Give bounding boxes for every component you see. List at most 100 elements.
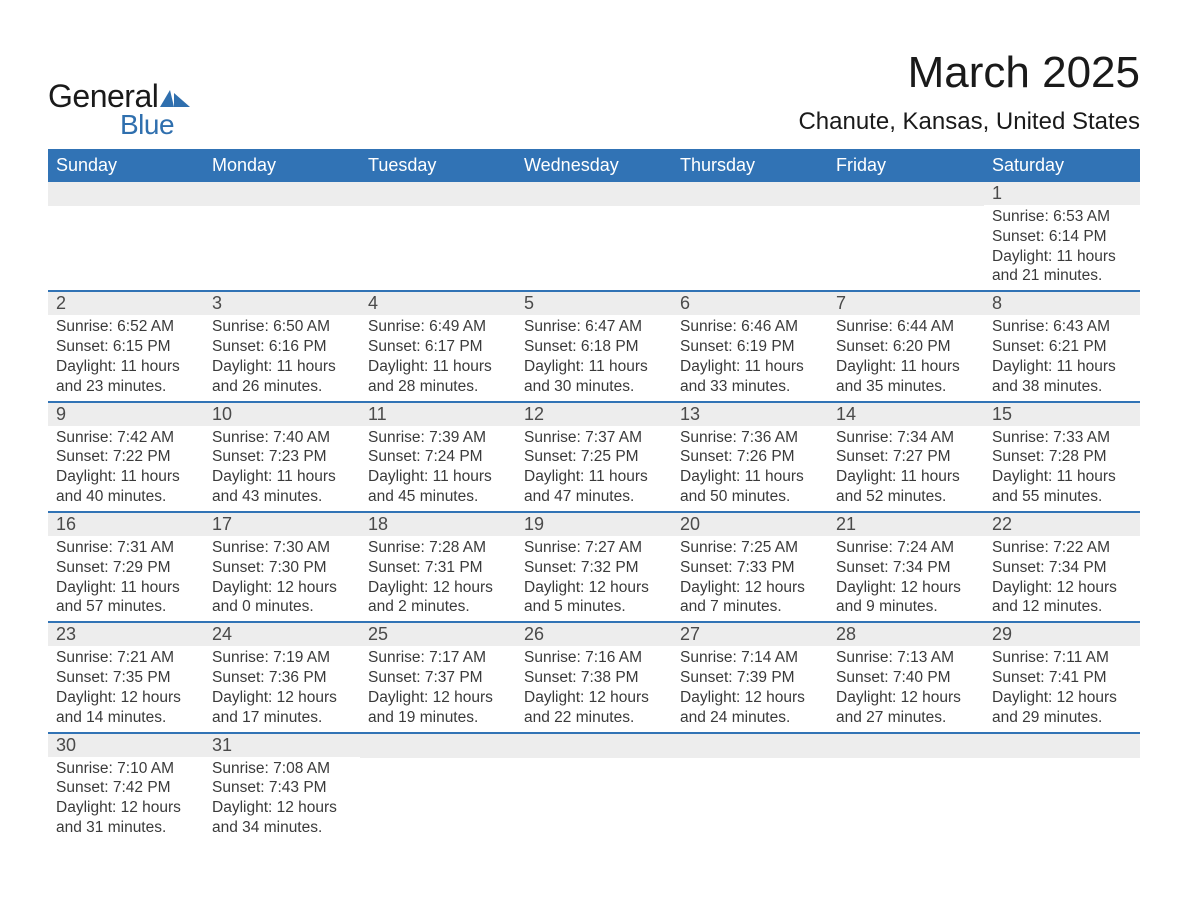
calendar-week: 16Sunrise: 7:31 AMSunset: 7:29 PMDayligh… xyxy=(48,513,1140,623)
day-header: Wednesday xyxy=(516,149,672,182)
daylight-text: Daylight: 11 hours and 52 minutes. xyxy=(836,467,976,507)
logo-text-blue: Blue xyxy=(120,109,174,141)
day-number: 22 xyxy=(984,513,1140,536)
calendar-cell xyxy=(984,734,1140,842)
calendar-cell xyxy=(516,182,672,290)
day-header: Monday xyxy=(204,149,360,182)
sunrise-text: Sunrise: 7:14 AM xyxy=(680,648,820,668)
day-number xyxy=(516,182,672,206)
calendar-cell: 5Sunrise: 6:47 AMSunset: 6:18 PMDaylight… xyxy=(516,292,672,400)
calendar-cell xyxy=(204,182,360,290)
sunrise-text: Sunrise: 7:42 AM xyxy=(56,428,196,448)
daylight-text: Daylight: 12 hours and 9 minutes. xyxy=(836,578,976,618)
calendar-cell: 4Sunrise: 6:49 AMSunset: 6:17 PMDaylight… xyxy=(360,292,516,400)
sunrise-text: Sunrise: 7:30 AM xyxy=(212,538,352,558)
day-number xyxy=(672,182,828,206)
day-number xyxy=(984,734,1140,758)
calendar-cell: 11Sunrise: 7:39 AMSunset: 7:24 PMDayligh… xyxy=(360,403,516,511)
day-number: 15 xyxy=(984,403,1140,426)
calendar-cell: 14Sunrise: 7:34 AMSunset: 7:27 PMDayligh… xyxy=(828,403,984,511)
calendar-week: 23Sunrise: 7:21 AMSunset: 7:35 PMDayligh… xyxy=(48,623,1140,733)
sunset-text: Sunset: 7:38 PM xyxy=(524,668,664,688)
day-header: Tuesday xyxy=(360,149,516,182)
sunset-text: Sunset: 6:16 PM xyxy=(212,337,352,357)
sunset-text: Sunset: 7:24 PM xyxy=(368,447,508,467)
sunrise-text: Sunrise: 7:17 AM xyxy=(368,648,508,668)
sunset-text: Sunset: 7:41 PM xyxy=(992,668,1132,688)
sunrise-text: Sunrise: 7:13 AM xyxy=(836,648,976,668)
day-header: Thursday xyxy=(672,149,828,182)
calendar-cell: 16Sunrise: 7:31 AMSunset: 7:29 PMDayligh… xyxy=(48,513,204,621)
calendar-cell xyxy=(360,734,516,842)
calendar-cell: 25Sunrise: 7:17 AMSunset: 7:37 PMDayligh… xyxy=(360,623,516,731)
calendar-cell: 9Sunrise: 7:42 AMSunset: 7:22 PMDaylight… xyxy=(48,403,204,511)
sunset-text: Sunset: 7:23 PM xyxy=(212,447,352,467)
calendar-cell: 19Sunrise: 7:27 AMSunset: 7:32 PMDayligh… xyxy=(516,513,672,621)
sunset-text: Sunset: 6:15 PM xyxy=(56,337,196,357)
calendar-cell xyxy=(516,734,672,842)
day-number: 2 xyxy=(48,292,204,315)
calendar-week: 9Sunrise: 7:42 AMSunset: 7:22 PMDaylight… xyxy=(48,403,1140,513)
daylight-text: Daylight: 12 hours and 22 minutes. xyxy=(524,688,664,728)
day-number: 8 xyxy=(984,292,1140,315)
day-number: 25 xyxy=(360,623,516,646)
day-number: 30 xyxy=(48,734,204,757)
logo-shape-icon xyxy=(160,85,190,112)
sunrise-text: Sunrise: 7:37 AM xyxy=(524,428,664,448)
sunrise-text: Sunrise: 7:10 AM xyxy=(56,759,196,779)
calendar-cell: 8Sunrise: 6:43 AMSunset: 6:21 PMDaylight… xyxy=(984,292,1140,400)
sunrise-text: Sunrise: 7:21 AM xyxy=(56,648,196,668)
day-number xyxy=(360,734,516,758)
daylight-text: Daylight: 11 hours and 26 minutes. xyxy=(212,357,352,397)
sunrise-text: Sunrise: 7:40 AM xyxy=(212,428,352,448)
calendar-cell xyxy=(672,182,828,290)
day-number: 6 xyxy=(672,292,828,315)
sunrise-text: Sunrise: 6:50 AM xyxy=(212,317,352,337)
calendar-cell: 23Sunrise: 7:21 AMSunset: 7:35 PMDayligh… xyxy=(48,623,204,731)
daylight-text: Daylight: 11 hours and 21 minutes. xyxy=(992,247,1132,287)
calendar-week: 2Sunrise: 6:52 AMSunset: 6:15 PMDaylight… xyxy=(48,292,1140,402)
sunset-text: Sunset: 7:26 PM xyxy=(680,447,820,467)
sunrise-text: Sunrise: 7:24 AM xyxy=(836,538,976,558)
day-number: 29 xyxy=(984,623,1140,646)
page-title: March 2025 xyxy=(798,48,1140,98)
day-number: 14 xyxy=(828,403,984,426)
daylight-text: Daylight: 11 hours and 38 minutes. xyxy=(992,357,1132,397)
sunset-text: Sunset: 7:34 PM xyxy=(992,558,1132,578)
sunset-text: Sunset: 7:36 PM xyxy=(212,668,352,688)
daylight-text: Daylight: 11 hours and 47 minutes. xyxy=(524,467,664,507)
sunrise-text: Sunrise: 7:34 AM xyxy=(836,428,976,448)
daylight-text: Daylight: 11 hours and 28 minutes. xyxy=(368,357,508,397)
calendar-cell: 21Sunrise: 7:24 AMSunset: 7:34 PMDayligh… xyxy=(828,513,984,621)
daylight-text: Daylight: 12 hours and 31 minutes. xyxy=(56,798,196,838)
day-number xyxy=(204,182,360,206)
sunset-text: Sunset: 7:30 PM xyxy=(212,558,352,578)
sunrise-text: Sunrise: 7:11 AM xyxy=(992,648,1132,668)
day-number: 9 xyxy=(48,403,204,426)
sunrise-text: Sunrise: 6:44 AM xyxy=(836,317,976,337)
sunrise-text: Sunrise: 7:28 AM xyxy=(368,538,508,558)
calendar-cell xyxy=(360,182,516,290)
title-block: March 2025 Chanute, Kansas, United State… xyxy=(798,48,1140,136)
daylight-text: Daylight: 11 hours and 55 minutes. xyxy=(992,467,1132,507)
sunset-text: Sunset: 7:33 PM xyxy=(680,558,820,578)
daylight-text: Daylight: 12 hours and 27 minutes. xyxy=(836,688,976,728)
day-number xyxy=(672,734,828,758)
calendar-cell: 22Sunrise: 7:22 AMSunset: 7:34 PMDayligh… xyxy=(984,513,1140,621)
day-number xyxy=(360,182,516,206)
calendar-cell: 7Sunrise: 6:44 AMSunset: 6:20 PMDaylight… xyxy=(828,292,984,400)
daylight-text: Daylight: 11 hours and 23 minutes. xyxy=(56,357,196,397)
day-number: 23 xyxy=(48,623,204,646)
day-number: 11 xyxy=(360,403,516,426)
sunset-text: Sunset: 7:40 PM xyxy=(836,668,976,688)
day-number: 12 xyxy=(516,403,672,426)
day-number: 1 xyxy=(984,182,1140,205)
daylight-text: Daylight: 12 hours and 24 minutes. xyxy=(680,688,820,728)
daylight-text: Daylight: 12 hours and 17 minutes. xyxy=(212,688,352,728)
day-number xyxy=(516,734,672,758)
calendar-cell: 18Sunrise: 7:28 AMSunset: 7:31 PMDayligh… xyxy=(360,513,516,621)
sunrise-text: Sunrise: 6:47 AM xyxy=(524,317,664,337)
calendar-cell: 2Sunrise: 6:52 AMSunset: 6:15 PMDaylight… xyxy=(48,292,204,400)
calendar-cell: 6Sunrise: 6:46 AMSunset: 6:19 PMDaylight… xyxy=(672,292,828,400)
day-number: 21 xyxy=(828,513,984,536)
